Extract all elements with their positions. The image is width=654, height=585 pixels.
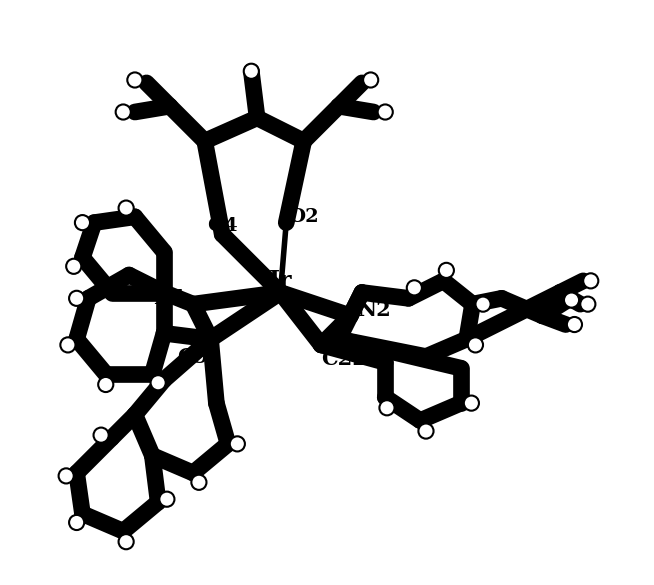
Circle shape — [564, 292, 579, 308]
Circle shape — [244, 64, 259, 79]
Circle shape — [583, 273, 598, 288]
Circle shape — [363, 73, 378, 88]
Circle shape — [419, 424, 434, 439]
Circle shape — [160, 491, 175, 507]
Circle shape — [118, 534, 133, 549]
Circle shape — [66, 259, 81, 274]
Circle shape — [580, 297, 595, 312]
Circle shape — [118, 201, 133, 216]
Circle shape — [98, 377, 113, 392]
Circle shape — [230, 436, 245, 452]
Circle shape — [69, 291, 84, 306]
Circle shape — [59, 469, 74, 483]
Circle shape — [407, 280, 422, 295]
Text: N2: N2 — [356, 300, 390, 320]
Text: C9: C9 — [177, 346, 209, 367]
Circle shape — [150, 375, 165, 390]
Circle shape — [128, 73, 143, 88]
Circle shape — [377, 105, 393, 119]
Circle shape — [60, 338, 75, 353]
Text: O4: O4 — [207, 216, 237, 235]
Circle shape — [75, 215, 90, 230]
Circle shape — [94, 428, 109, 443]
Circle shape — [475, 297, 490, 312]
Circle shape — [439, 263, 454, 278]
Circle shape — [468, 338, 483, 353]
Circle shape — [69, 515, 84, 530]
Circle shape — [116, 105, 131, 119]
Text: N1: N1 — [153, 288, 186, 308]
Text: Ir: Ir — [269, 269, 292, 293]
Circle shape — [379, 400, 394, 415]
Text: O2: O2 — [288, 208, 319, 226]
Text: C22: C22 — [322, 349, 368, 370]
Circle shape — [192, 475, 207, 490]
Circle shape — [464, 395, 479, 411]
Circle shape — [567, 317, 582, 332]
